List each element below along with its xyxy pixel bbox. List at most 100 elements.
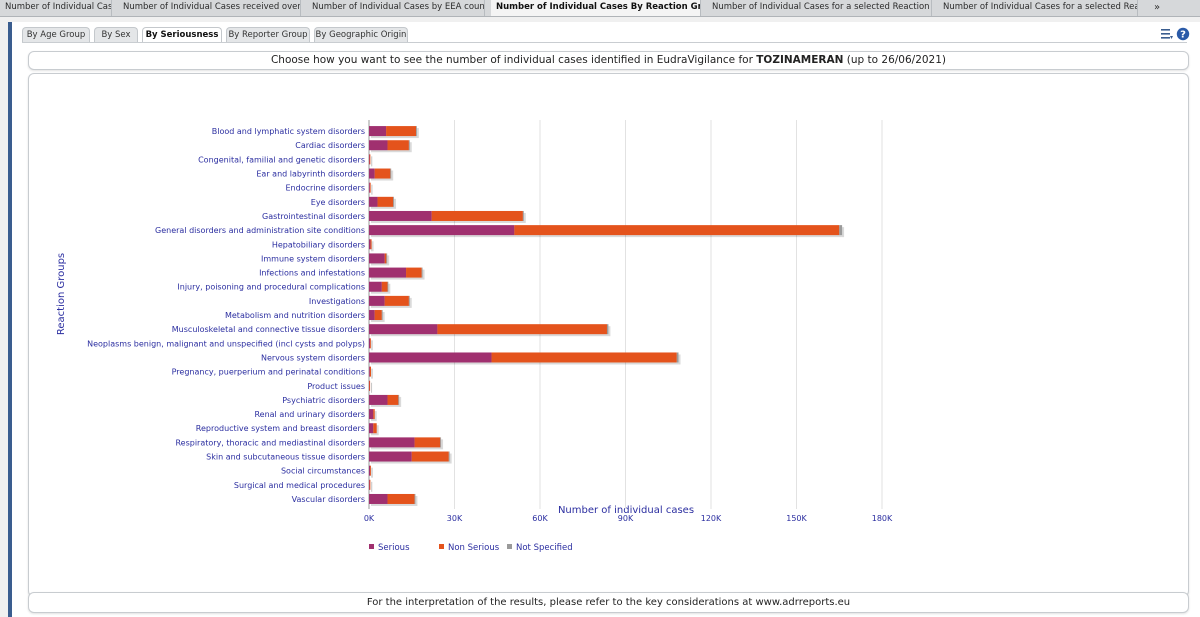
bar-serious-investigations[interactable]: [369, 295, 385, 306]
bar-serious-injury-poisoning-and-procedural-complications[interactable]: [369, 281, 382, 292]
bar-shadow-non-serious: [371, 184, 373, 195]
bar-serious-surgical-and-medical-procedures[interactable]: [369, 479, 370, 490]
bar-serious-infections-and-infestations[interactable]: [369, 267, 407, 278]
bar-shadow-serious: [371, 340, 373, 351]
category-label: Infections and infestations: [259, 269, 365, 278]
bar-serious-vascular-disorders[interactable]: [369, 493, 388, 504]
bar-serious-respiratory-thoracic-and-mediastinal-disorders[interactable]: [369, 437, 415, 448]
bar-non-serious-congenital-familial-and-genetic-disorders[interactable]: [369, 154, 371, 165]
bar-not-specified-psychiatric-disorders[interactable]: [398, 394, 400, 405]
bar-not-specified-blood-and-lymphatic-system-disorders[interactable]: [416, 126, 417, 137]
bar-not-specified-immune-system-disorders[interactable]: [386, 253, 388, 264]
category-label: Reproductive system and breast disorders: [196, 424, 365, 433]
subtab-sex[interactable]: By Sex: [94, 27, 138, 43]
bar-non-serious-ear-and-labyrinth-disorders[interactable]: [374, 168, 391, 179]
bar-non-serious-renal-and-urinary-disorders[interactable]: [373, 409, 375, 420]
x-tick-label: 90K: [618, 514, 634, 523]
category-label: Metabolism and nutrition disorders: [225, 311, 365, 320]
bar-serious-metabolism-and-nutrition-disorders[interactable]: [369, 310, 375, 321]
bar-serious-gastrointestinal-disorders[interactable]: [369, 210, 432, 221]
bar-non-serious-metabolism-and-nutrition-disorders[interactable]: [374, 310, 382, 321]
bar-non-serious-vascular-disorders[interactable]: [387, 493, 415, 504]
bar-serious-nervous-system-disorders[interactable]: [369, 352, 492, 363]
bar-non-serious-skin-and-subcutaneous-tissue-disorders[interactable]: [411, 451, 449, 462]
bar-not-specified-general-disorders-and-administration-site-conditions[interactable]: [839, 225, 843, 236]
tab-cases-selected-reaction[interactable]: Number of Individual Cases for a selecte…: [938, 0, 1138, 16]
bar-non-serious-social-circumstances[interactable]: [370, 465, 371, 476]
bar-non-serious-nervous-system-disorders[interactable]: [491, 352, 677, 363]
bar-not-specified-metabolism-and-nutrition-disorders[interactable]: [381, 310, 383, 321]
more-tabs-icon[interactable]: »: [1146, 1, 1186, 15]
subtab-reporter-group[interactable]: By Reporter Group: [226, 27, 310, 43]
bar-non-serious-reproductive-system-and-breast-disorders[interactable]: [373, 423, 377, 434]
bar-serious-psychiatric-disorders[interactable]: [369, 394, 388, 405]
bar-not-specified-nervous-system-disorders[interactable]: [676, 352, 679, 363]
bar-not-specified-vascular-disorders[interactable]: [414, 493, 416, 504]
tab-cases-over-time[interactable]: Number of Individual Cases received over…: [118, 0, 301, 16]
help-icon[interactable]: ?: [1176, 27, 1190, 41]
bar-shadow-non-serious: [386, 255, 389, 266]
bar-non-serious-musculoskeletal-and-connective-tissue-disorders[interactable]: [437, 324, 607, 335]
bar-serious-renal-and-urinary-disorders[interactable]: [369, 409, 374, 420]
bar-serious-neoplasms-benign-malignant-and-unspecified-incl-cysts-and-polyps[interactable]: [369, 338, 371, 349]
category-label: Skin and subcutaneous tissue disorders: [206, 453, 365, 462]
bar-shadow-not-specified: [418, 128, 419, 139]
tab-cases-selected-reaction-group[interactable]: Number of Individual Cases for a selecte…: [707, 0, 932, 16]
bar-non-serious-cardiac-disorders[interactable]: [387, 140, 409, 151]
bar-serious-skin-and-subcutaneous-tissue-disorders[interactable]: [369, 451, 412, 462]
bar-non-serious-injury-poisoning-and-procedural-complications[interactable]: [381, 281, 388, 292]
bar-shadow-not-specified: [388, 255, 390, 266]
bar-not-specified-ear-and-labyrinth-disorders[interactable]: [390, 168, 392, 179]
bar-non-serious-neoplasms-benign-malignant-and-unspecified-incl-cysts-and-polyps[interactable]: [370, 338, 371, 349]
bar-non-serious-gastrointestinal-disorders[interactable]: [431, 210, 523, 221]
bar-non-serious-immune-system-disorders[interactable]: [384, 253, 387, 264]
list-menu-icon[interactable]: [1160, 27, 1174, 41]
bar-non-serious-surgical-and-medical-procedures[interactable]: [369, 479, 371, 490]
bar-non-serious-endocrine-disorders[interactable]: [369, 182, 371, 193]
bar-non-serious-hepatobiliary-disorders[interactable]: [370, 239, 372, 250]
bar-serious-endocrine-disorders[interactable]: [369, 182, 370, 193]
bar-non-serious-product-issues[interactable]: [369, 380, 371, 391]
bar-non-serious-eye-disorders[interactable]: [377, 196, 394, 207]
subtab-age-group[interactable]: By Age Group: [22, 27, 90, 43]
bar-non-serious-psychiatric-disorders[interactable]: [387, 394, 399, 405]
subtab-seriousness[interactable]: By Seriousness: [142, 27, 222, 43]
bar-shadow-not-specified: [389, 283, 391, 294]
bar-not-specified-cardiac-disorders[interactable]: [408, 140, 410, 151]
x-tick-label: 120K: [701, 514, 722, 523]
bar-non-serious-infections-and-infestations[interactable]: [406, 267, 422, 278]
bar-serious-blood-and-lymphatic-system-disorders[interactable]: [369, 126, 387, 137]
bar-non-serious-pregnancy-puerperium-and-perinatal-conditions[interactable]: [369, 366, 371, 377]
bar-not-specified-infections-and-infestations[interactable]: [421, 267, 423, 278]
bar-not-specified-musculoskeletal-and-connective-tissue-disorders[interactable]: [606, 324, 609, 335]
bar-shadow-serious: [371, 467, 373, 478]
bar-non-serious-investigations[interactable]: [384, 295, 409, 306]
bar-serious-pregnancy-puerperium-and-perinatal-conditions[interactable]: [369, 366, 370, 377]
bar-serious-reproductive-system-and-breast-disorders[interactable]: [369, 423, 374, 434]
bar-serious-ear-and-labyrinth-disorders[interactable]: [369, 168, 375, 179]
bar-shadow-not-specified: [524, 212, 526, 223]
bar-serious-hepatobiliary-disorders[interactable]: [369, 239, 371, 250]
subtab-geographic-origin[interactable]: By Geographic Origin: [314, 27, 408, 43]
bar-not-specified-investigations[interactable]: [408, 295, 410, 306]
x-tick-label: 150K: [786, 514, 807, 523]
bar-serious-eye-disorders[interactable]: [369, 196, 378, 207]
bar-not-specified-injury-poisoning-and-procedural-complications[interactable]: [387, 281, 389, 292]
bar-not-specified-skin-and-subcutaneous-tissue-disorders[interactable]: [448, 451, 450, 462]
bar-serious-cardiac-disorders[interactable]: [369, 140, 388, 151]
bar-serious-social-circumstances[interactable]: [369, 465, 371, 476]
bar-serious-musculoskeletal-and-connective-tissue-disorders[interactable]: [369, 324, 438, 335]
bar-serious-congenital-familial-and-genetic-disorders[interactable]: [369, 154, 370, 165]
tab-individual-cases[interactable]: Number of Individual Cases: [0, 0, 112, 16]
bar-non-serious-respiratory-thoracic-and-mediastinal-disorders[interactable]: [414, 437, 441, 448]
bar-serious-general-disorders-and-administration-site-conditions[interactable]: [369, 225, 515, 236]
tab-cases-by-eea-countries[interactable]: Number of Individual Cases by EEA countr…: [307, 0, 485, 16]
bar-not-specified-gastrointestinal-disorders[interactable]: [522, 210, 524, 221]
bar-serious-immune-system-disorders[interactable]: [369, 253, 385, 264]
bar-shadow-not-specified: [841, 227, 845, 238]
bar-non-serious-blood-and-lymphatic-system-disorders[interactable]: [386, 126, 417, 137]
bar-not-specified-eye-disorders[interactable]: [393, 196, 395, 207]
bar-non-serious-general-disorders-and-administration-site-conditions[interactable]: [514, 225, 840, 236]
bar-not-specified-respiratory-thoracic-and-mediastinal-disorders[interactable]: [440, 437, 442, 448]
tab-cases-by-reaction-groups[interactable]: Number of Individual Cases By Reaction G…: [491, 0, 701, 16]
